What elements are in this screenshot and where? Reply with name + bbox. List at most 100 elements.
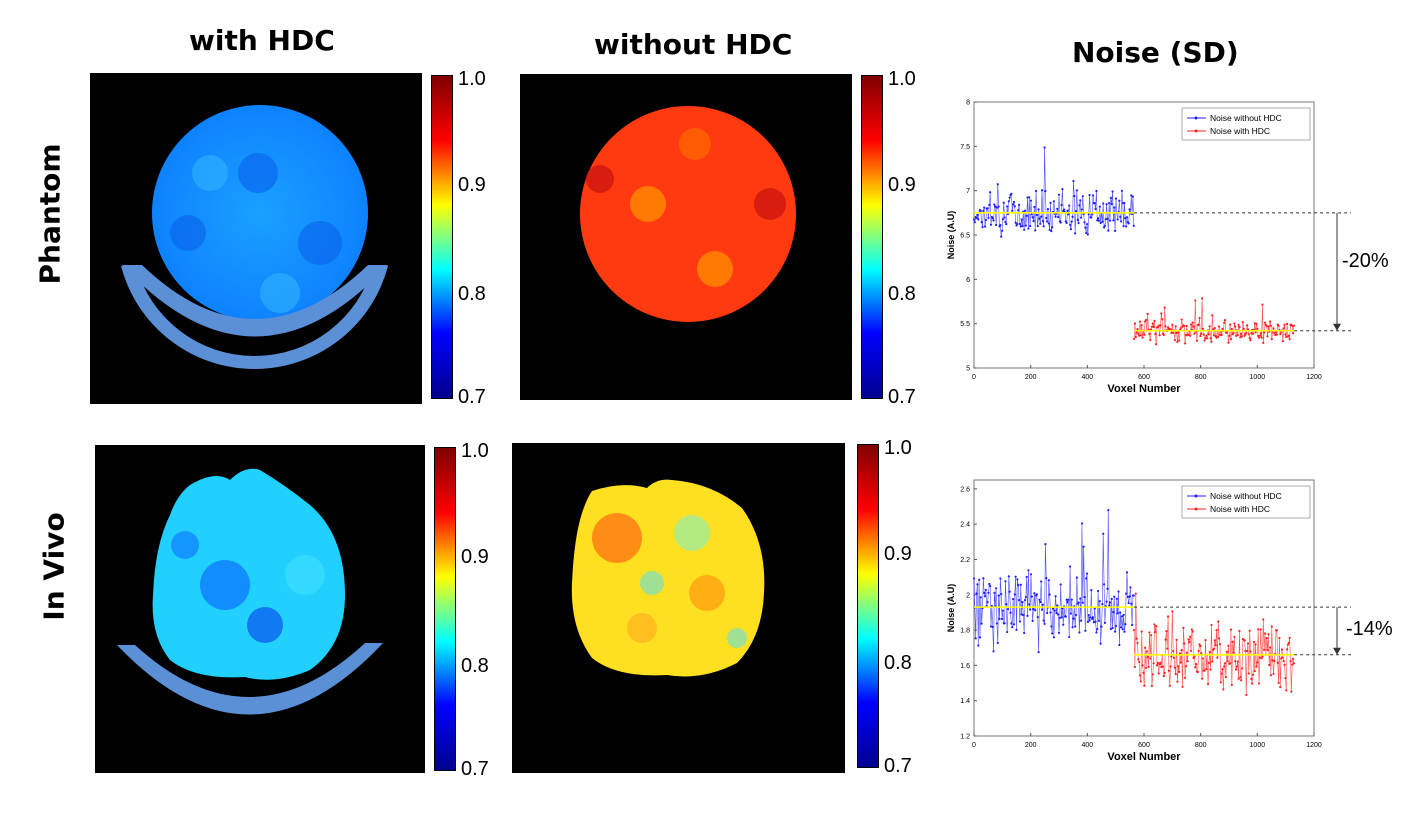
data-point — [1274, 333, 1277, 337]
data-point — [1099, 221, 1102, 225]
data-point — [1015, 628, 1018, 631]
data-point — [1081, 195, 1084, 198]
data-point — [981, 226, 984, 229]
data-point — [1218, 333, 1222, 336]
phantom-disc — [152, 105, 368, 321]
data-point — [1191, 321, 1194, 324]
data-point — [1160, 312, 1163, 315]
data-point — [1088, 193, 1091, 197]
data-point — [1014, 575, 1017, 578]
data-point — [1054, 595, 1057, 598]
data-point — [1230, 683, 1233, 687]
data-point — [1217, 335, 1220, 338]
plot-axes — [973, 479, 1315, 737]
data-point — [1240, 667, 1244, 670]
x-axis-label: Voxel Number — [1107, 383, 1181, 395]
data-point — [1259, 628, 1262, 631]
noise-plot-invivo: 0 200 400 600 800 1000 1200 1.2 1.4 1.6 1.8 2 2.2 2.4… — [946, 479, 1351, 763]
data-point — [1118, 199, 1121, 202]
data-point — [1129, 586, 1132, 589]
data-point — [1010, 622, 1013, 625]
data-point — [1246, 649, 1249, 653]
data-point — [1079, 199, 1082, 202]
data-point — [979, 596, 982, 599]
data-point — [1012, 200, 1016, 204]
data-point — [1044, 543, 1047, 546]
data-point — [1018, 222, 1021, 226]
data-point — [1030, 595, 1033, 598]
data-point — [1230, 327, 1233, 331]
data-point — [1124, 217, 1127, 220]
data-point — [1265, 637, 1268, 640]
data-point — [1179, 327, 1182, 330]
data-point — [1170, 331, 1173, 334]
data-point — [1052, 636, 1055, 639]
data-point — [1217, 637, 1221, 640]
colorbar-tick: 0.8 — [458, 283, 486, 305]
data-point — [1272, 672, 1275, 676]
data-point — [1105, 600, 1108, 603]
colorbar-tick: 1.0 — [888, 68, 916, 90]
data-point — [1208, 650, 1211, 654]
data-point — [1243, 639, 1246, 642]
data-point — [1173, 666, 1176, 669]
colorbar-tick: 0.7 — [888, 386, 916, 408]
data-point — [1049, 201, 1052, 204]
data-point — [1183, 324, 1186, 327]
data-point — [1012, 203, 1015, 206]
data-point — [1089, 616, 1092, 619]
data-point — [1035, 213, 1038, 217]
legend-label: Noise with HDC — [1210, 504, 1270, 514]
data-point — [1236, 660, 1239, 663]
data-point — [1250, 332, 1253, 335]
data-point — [1008, 196, 1011, 199]
brain-slice — [152, 468, 345, 680]
data-point — [988, 582, 991, 586]
data-point — [1149, 338, 1152, 342]
data-point — [1085, 572, 1089, 575]
data-point — [1273, 660, 1276, 663]
y-tick-label: 8 — [966, 100, 970, 107]
x-tick-label: 1200 — [1306, 742, 1322, 749]
data-point — [1292, 662, 1295, 665]
data-point — [982, 209, 985, 213]
data-point — [1082, 213, 1085, 216]
data-point — [1238, 326, 1241, 329]
data-point — [1216, 656, 1219, 659]
data-point — [1242, 327, 1245, 331]
colorbar-tick: 0.8 — [461, 655, 489, 677]
data-point — [1213, 639, 1216, 642]
data-point — [1119, 215, 1122, 218]
data-point — [1255, 322, 1258, 325]
data-point — [1203, 339, 1206, 342]
data-point — [1151, 673, 1154, 676]
data-point — [1191, 630, 1194, 633]
data-point — [1100, 625, 1103, 628]
data-point — [1021, 225, 1024, 228]
data-point — [1051, 607, 1055, 610]
data-point — [1256, 661, 1259, 664]
data-point — [1125, 571, 1129, 574]
data-point — [1094, 207, 1097, 211]
data-point — [984, 588, 987, 592]
data-point — [1074, 232, 1077, 235]
data-point — [1047, 222, 1050, 225]
data-point — [1257, 628, 1260, 631]
data-point — [1221, 667, 1224, 671]
data-point — [1211, 314, 1214, 317]
data-point — [1155, 664, 1159, 667]
data-point — [1119, 611, 1122, 614]
data-point — [1172, 656, 1176, 659]
data-point — [1263, 331, 1266, 334]
data-point — [1176, 680, 1179, 683]
data-point — [1088, 619, 1091, 622]
data-point — [1224, 676, 1227, 679]
data-point — [1215, 336, 1218, 339]
data-point — [1114, 630, 1117, 633]
data-point — [1003, 622, 1006, 625]
data-point — [1116, 218, 1119, 221]
data-point — [1143, 333, 1146, 336]
legend-marker — [1194, 129, 1198, 133]
data-point — [1130, 194, 1133, 197]
data-point — [1240, 335, 1244, 338]
